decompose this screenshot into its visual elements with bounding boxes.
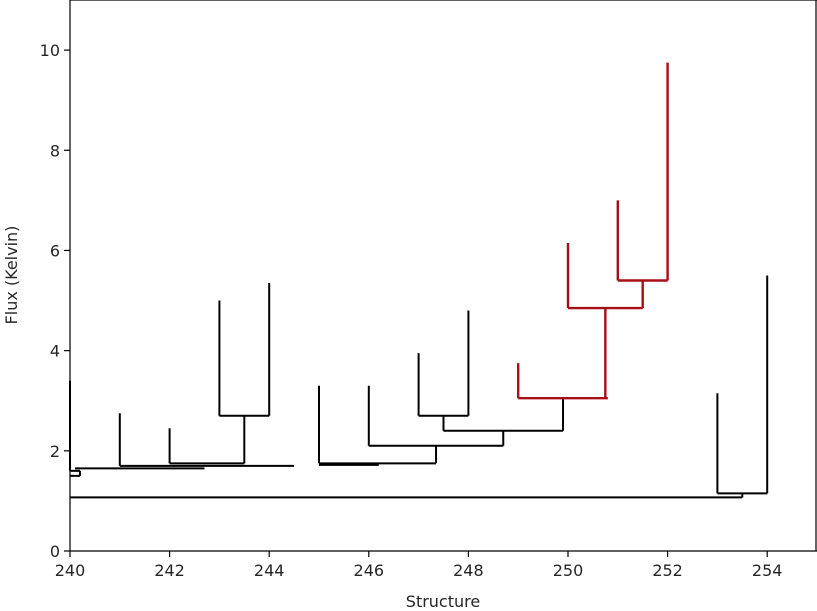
x-axis-label: Structure	[406, 592, 480, 611]
y-tick-label: 8	[50, 141, 60, 160]
y-tick-label: 0	[50, 542, 60, 561]
x-axis-ticks: 240 242 244 246 248 250 252 254	[55, 551, 783, 580]
y-tick-label: 10	[40, 41, 60, 60]
plot-frame	[69, 0, 817, 552]
plot-background	[70, 0, 817, 551]
y-tick-label: 4	[50, 342, 60, 361]
y-axis-ticks: 0 2 4 6 8 10	[40, 41, 70, 561]
x-tick-label: 246	[354, 561, 385, 580]
x-tick-label: 242	[154, 561, 185, 580]
x-tick-label: 250	[553, 561, 584, 580]
x-tick-label: 254	[752, 561, 783, 580]
dendrogram-branches	[69, 62, 769, 499]
y-tick-label: 2	[50, 442, 60, 461]
x-tick-label: 248	[453, 561, 484, 580]
x-tick-label: 240	[55, 561, 86, 580]
y-tick-label: 6	[50, 241, 60, 260]
y-axis-label: Flux (Kelvin)	[2, 226, 21, 325]
x-tick-label: 244	[254, 561, 285, 580]
x-tick-label: 252	[652, 561, 683, 580]
